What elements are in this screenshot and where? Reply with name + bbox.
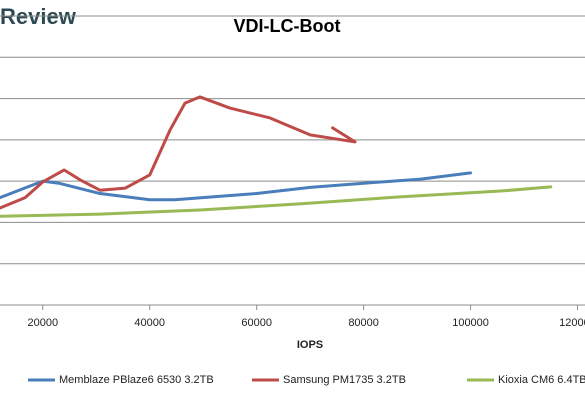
- line-series: [0, 171, 473, 202]
- x-tick-label: 40000: [134, 317, 165, 329]
- chart-title: VDI-LC-Boot: [234, 16, 341, 36]
- x-tick-label: 20000: [27, 317, 58, 329]
- x-tick-label: 100000: [452, 317, 489, 329]
- x-tick-label: 120000: [559, 317, 585, 329]
- line-series: [0, 95, 357, 210]
- line-series: [0, 185, 553, 218]
- x-tick-label: 80000: [348, 317, 379, 329]
- legend-label: Memblaze PBlaze6 6530 3.2TB: [59, 374, 214, 386]
- legend-label: Samsung PM1735 3.2TB: [283, 374, 406, 386]
- x-tick-label: 60000: [241, 317, 272, 329]
- x-axis-label: IOPS: [297, 339, 323, 351]
- legend-label: Kioxia CM6 6.4TB: [498, 374, 585, 386]
